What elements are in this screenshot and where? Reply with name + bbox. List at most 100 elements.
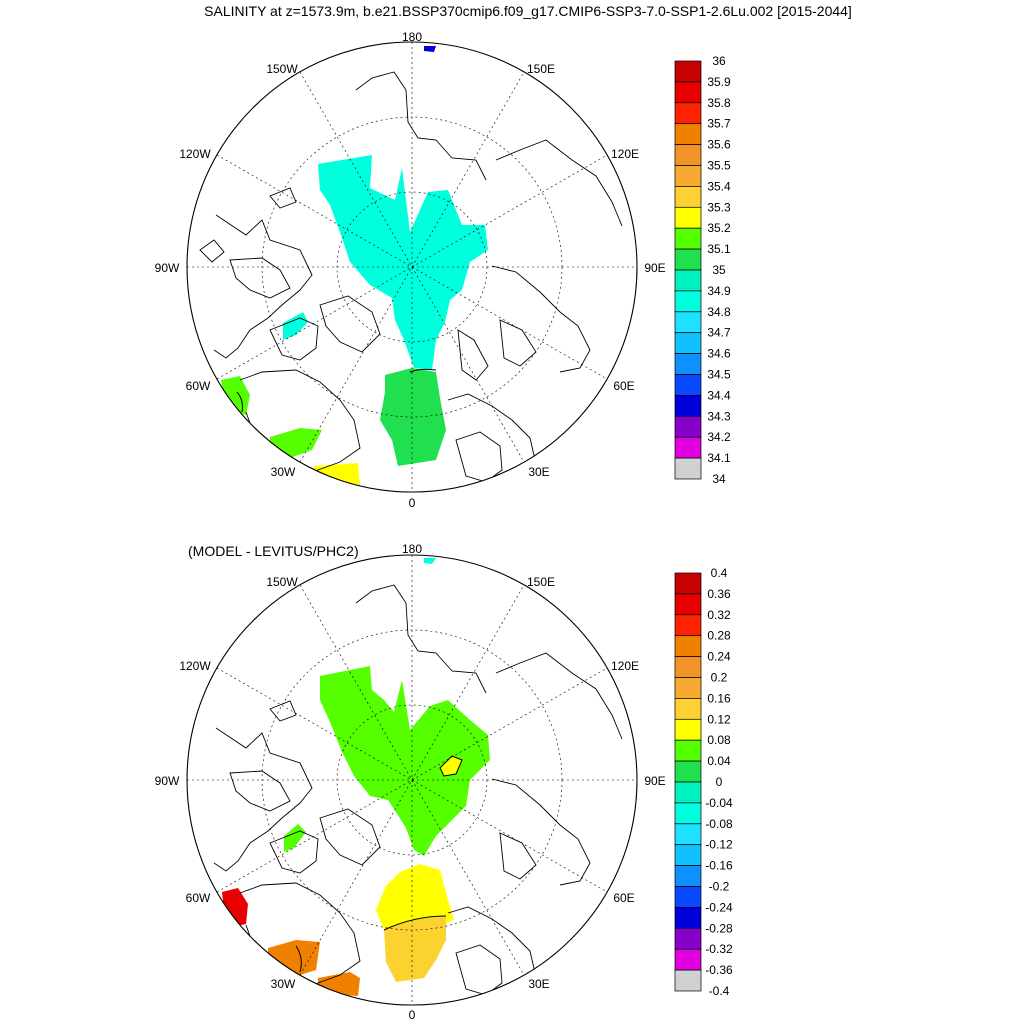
top-colorbar-swatch bbox=[674, 123, 702, 145]
top-baffin-fill bbox=[283, 312, 308, 340]
diff-labrador-red-fill bbox=[222, 888, 248, 926]
top-colorbar-label: 36 bbox=[712, 54, 726, 68]
diff-colorbar-label: 0.08 bbox=[707, 733, 731, 747]
diff-colorbar-label: 0.4 bbox=[711, 566, 728, 580]
diff-colorbar-label: 0.16 bbox=[707, 691, 731, 705]
diff-colorbar-label: 0.12 bbox=[707, 712, 731, 726]
top-small-blue-fill bbox=[424, 46, 436, 52]
top-longitude-labels: 180 150W 150E 120W 120E 90W 90E 60W 60E … bbox=[155, 30, 666, 510]
top-colorbar-swatch bbox=[674, 395, 702, 417]
top-colorbar-label: 35.2 bbox=[707, 221, 731, 235]
top-colorbar-swatch bbox=[674, 227, 702, 250]
diff-colorbar-swatch bbox=[674, 677, 702, 699]
diff-colorbar-label: -0.16 bbox=[705, 859, 733, 873]
top-colorbar-label: 34.4 bbox=[707, 388, 731, 402]
diff-colorbar-label: -0.24 bbox=[705, 900, 733, 914]
diff-contour-patch bbox=[439, 755, 463, 777]
top-colorbar: 36 35.9 35.8 35.7 35.6 35.5 35.4 35.3 35.2 35.1 35… bbox=[674, 54, 731, 486]
top-colorbar-swatch bbox=[674, 374, 702, 396]
diff-lon-0: 0 bbox=[409, 1008, 416, 1022]
top-colorbar-swatch bbox=[674, 102, 702, 125]
diff-contour bbox=[383, 915, 447, 931]
diff-lon-150w: 150W bbox=[266, 575, 298, 589]
top-colorbar-label: 35.5 bbox=[707, 159, 731, 173]
top-colorbar-label: 35.1 bbox=[707, 242, 731, 256]
top-colorbar-swatch bbox=[674, 144, 702, 166]
top-colorbar-label: 35.3 bbox=[707, 200, 731, 214]
top-colorbar-label: 35.9 bbox=[707, 75, 731, 89]
top-lon-90w: 90W bbox=[155, 261, 180, 275]
diff-colorbar-swatch bbox=[674, 865, 702, 887]
diff-colorbar-label: -0.4 bbox=[709, 984, 730, 998]
diff-lon-60w: 60W bbox=[186, 891, 211, 905]
diff-colorbar-swatch bbox=[674, 948, 702, 971]
top-graticule bbox=[187, 42, 637, 492]
diff-colorbar-swatch bbox=[674, 802, 702, 825]
top-lon-30w: 30W bbox=[271, 465, 296, 479]
diff-colorbar-label: 0.36 bbox=[707, 587, 731, 601]
diff-yellow-fill bbox=[376, 864, 454, 935]
top-south-green-fill bbox=[270, 428, 322, 458]
diff-lon-90w: 90W bbox=[155, 774, 180, 788]
diff-lon-180: 180 bbox=[402, 542, 422, 556]
diff-colorbar-swatch bbox=[674, 886, 702, 908]
top-colorbar-label: 34.9 bbox=[707, 284, 731, 298]
top-colorbar-label: 35 bbox=[712, 263, 726, 277]
top-lon-90e: 90E bbox=[644, 261, 665, 275]
diff-lon-30e: 30E bbox=[528, 977, 549, 991]
diff-colorbar-swatch bbox=[674, 969, 702, 992]
diff-contour-south bbox=[295, 945, 302, 973]
diff-north-cyan-fill bbox=[424, 558, 436, 564]
diff-colorbar-swatch bbox=[674, 614, 702, 637]
top-colorbar-label: 34.7 bbox=[707, 326, 731, 340]
diff-baffin-fill bbox=[284, 824, 306, 852]
diff-yellow-patch bbox=[440, 756, 462, 776]
top-colorbar-swatch bbox=[674, 248, 702, 271]
difference-polar-map: 180 150W 150E 120W 120E 90W 90E 60W 60E … bbox=[155, 542, 666, 1022]
top-contour bbox=[409, 368, 437, 373]
diff-colorbar-swatch bbox=[674, 698, 702, 720]
diff-colorbar-swatch bbox=[674, 635, 702, 657]
diff-colorbar-label: 0.04 bbox=[707, 754, 731, 768]
diff-colorbar-swatch bbox=[674, 823, 702, 846]
diff-colorbar-label: 0 bbox=[716, 775, 723, 789]
diff-colorbar-swatch bbox=[674, 927, 702, 950]
diff-coastlines bbox=[213, 584, 623, 996]
top-colorbar-swatch bbox=[674, 436, 702, 459]
diff-lon-30w: 30W bbox=[271, 977, 296, 991]
diff-colorbar-label: 0.28 bbox=[707, 629, 731, 643]
top-colorbar-swatch bbox=[674, 81, 702, 104]
diff-colorbar-label: -0.28 bbox=[705, 921, 733, 935]
top-lon-150e: 150E bbox=[527, 62, 555, 76]
diff-colorbar-label: -0.12 bbox=[705, 838, 733, 852]
top-labrador-fill bbox=[221, 376, 250, 415]
diff-colorbar-label: -0.08 bbox=[705, 817, 733, 831]
diff-colorbar-label: -0.04 bbox=[705, 796, 733, 810]
diff-colorbar-label: -0.32 bbox=[705, 942, 733, 956]
difference-colorbar: 0.4 0.36 0.32 0.28 0.24 0.2 0.16 0.12 0.08 0.04 0 -… bbox=[674, 566, 733, 998]
top-colorbar-label: 34.8 bbox=[707, 305, 731, 319]
top-colorbar-swatch bbox=[674, 269, 702, 292]
top-lon-150w: 150W bbox=[266, 62, 298, 76]
top-colorbar-label: 35.6 bbox=[707, 138, 731, 152]
top-polar-map: 180 150W 150E 120W 120E 90W 90E 60W 60E … bbox=[155, 30, 666, 510]
diff-colorbar-swatch bbox=[674, 656, 702, 678]
top-colorbar-label: 34.1 bbox=[707, 451, 731, 465]
diff-lon-60e: 60E bbox=[613, 891, 634, 905]
diff-colorbar-swatch bbox=[674, 781, 702, 804]
diff-colorbar-swatch bbox=[674, 739, 702, 762]
diff-colorbar-swatch bbox=[674, 907, 702, 929]
top-colorbar-label: 34.5 bbox=[707, 368, 731, 382]
diff-colorbar-label: -0.2 bbox=[709, 880, 730, 894]
diff-lon-150e: 150E bbox=[527, 575, 555, 589]
top-lon-0: 0 bbox=[409, 496, 416, 510]
diff-colorbar-swatch bbox=[674, 760, 702, 783]
diff-colorbar-swatch bbox=[674, 593, 702, 616]
top-colorbar-swatch bbox=[674, 60, 702, 83]
diff-colorbar-label: 0.2 bbox=[711, 671, 728, 685]
top-colorbar-swatch bbox=[674, 186, 702, 208]
top-lon-60e: 60E bbox=[613, 379, 634, 393]
top-contour-labrador bbox=[236, 391, 243, 413]
top-lon-120w: 120W bbox=[179, 147, 211, 161]
